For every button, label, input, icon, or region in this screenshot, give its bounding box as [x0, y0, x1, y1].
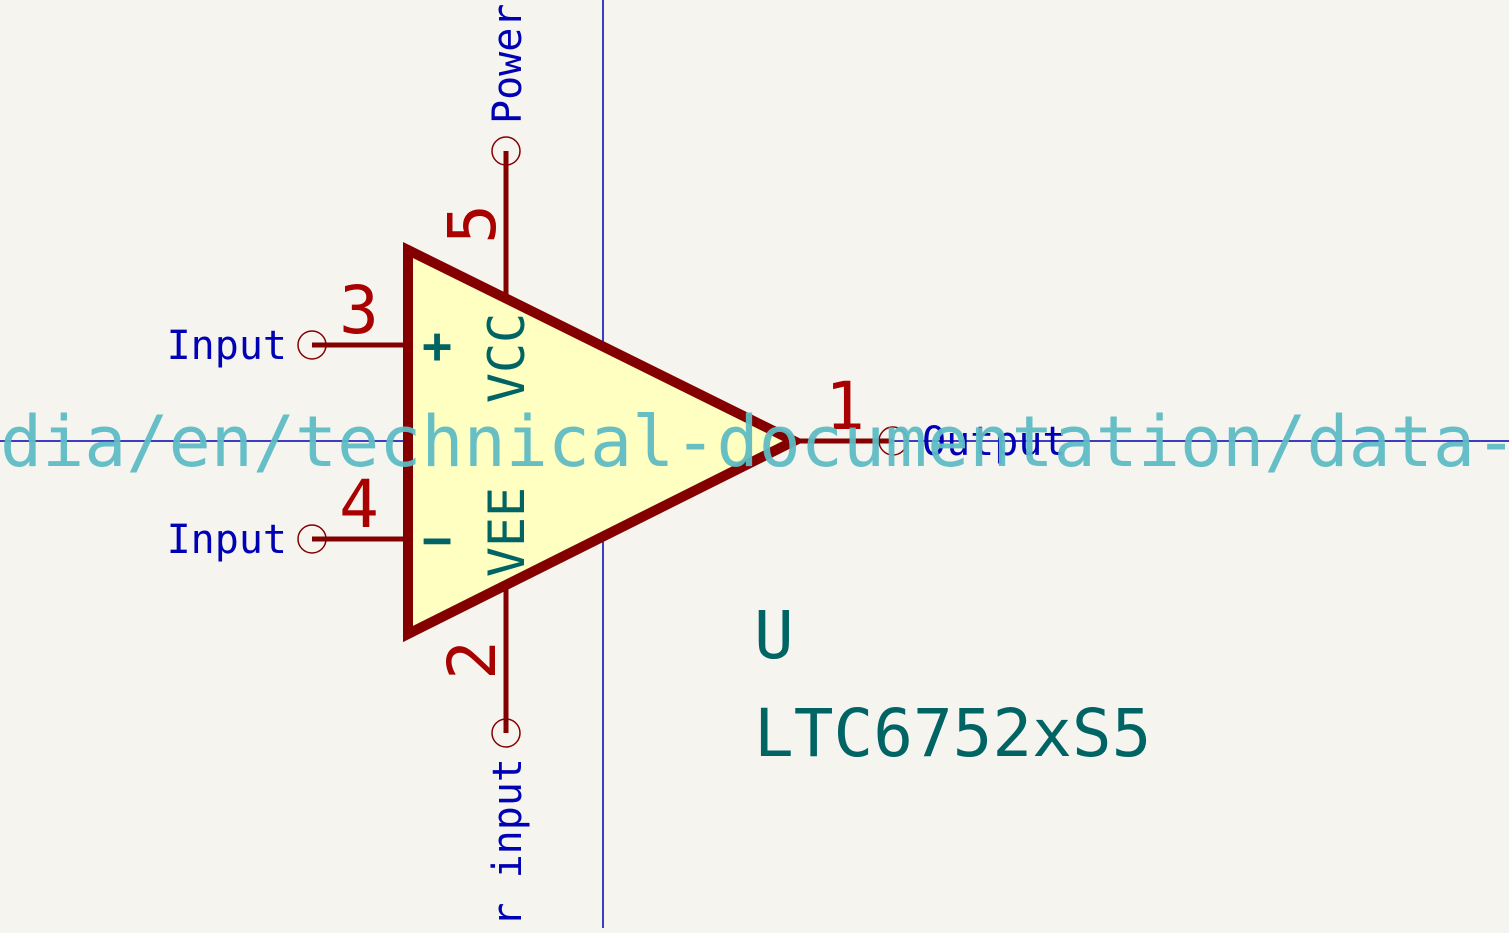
pin-2-number: 2 [434, 640, 511, 680]
pin-5-connection-point[interactable] [491, 136, 521, 166]
pin-3-number: 3 [339, 272, 379, 349]
pin-1-number: 1 [825, 368, 865, 445]
pin-3-type-label: Input [167, 323, 287, 369]
pin-2-name-vee: VEE [478, 487, 536, 577]
datasheet-url-field[interactable]: dia/en/technical-documentation/data-s [0, 401, 1509, 483]
pin-1-type-label: Output [922, 419, 1067, 465]
pin-4-connection-point[interactable] [297, 524, 327, 554]
pin-3-connection-point[interactable] [297, 330, 327, 360]
pin-5-number: 5 [434, 204, 511, 244]
pin-5-name-vcc: VCC [478, 313, 536, 403]
pin-4-name-minus: − [422, 511, 452, 569]
pin-4-number: 4 [339, 466, 379, 543]
pin-5-type-label: Power input [485, 0, 531, 124]
opamp-triangle-body[interactable] [403, 241, 806, 643]
value-field[interactable]: LTC6752xS5 [754, 695, 1151, 772]
pin-2-type-label: Power input [485, 758, 531, 928]
pin-1-connection-point[interactable] [878, 426, 908, 456]
reference-designator[interactable]: U [754, 597, 794, 674]
pin-3-name-plus: + [422, 317, 452, 375]
pin-4-type-label: Input [167, 517, 287, 563]
pin-2-connection-point[interactable] [491, 718, 521, 748]
